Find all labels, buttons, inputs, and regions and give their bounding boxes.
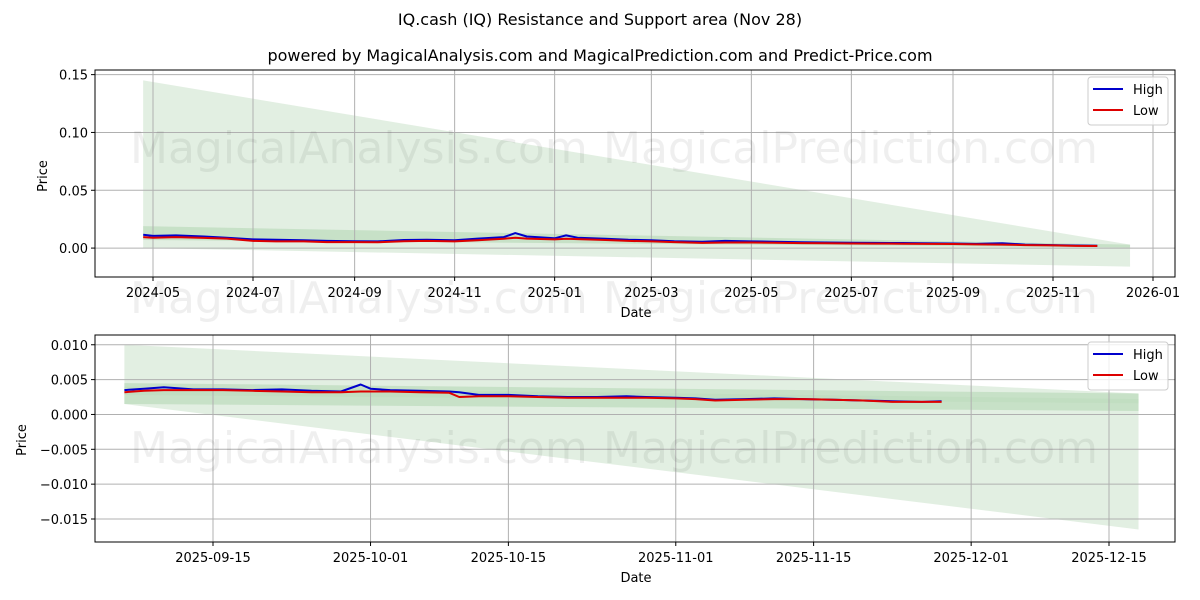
x-tick-label: 2025-09: [926, 286, 980, 301]
y-tick-label: 0.000: [51, 408, 88, 423]
watermark: MagicalAnalysis.com MagicalPrediction.co…: [130, 423, 1098, 474]
legend-high-label: High: [1133, 348, 1163, 363]
grid-lines: [95, 335, 1175, 542]
y-axis-label: Price: [36, 160, 51, 192]
watermark-prediction: MagicalPrediction.com: [603, 423, 1098, 474]
watermark-prediction-repeat: MagicalPrediction.com: [603, 273, 1098, 324]
x-tick-label: 2025-10-15: [471, 551, 547, 566]
y-tick-label: 0.010: [51, 339, 88, 354]
y-tick-label: 0.15: [59, 69, 88, 84]
x-tick-label: 2024-07: [226, 286, 280, 301]
x-tick-label: 2025-03: [624, 286, 678, 301]
x-tick-label: 2025-07: [824, 286, 878, 301]
outer-band: [143, 80, 1131, 267]
y-tick-label: 0.00: [59, 242, 88, 257]
x-tick-label: 2024-09: [327, 286, 381, 301]
top-price-chart: MagicalAnalysis.com MagicalPrediction.co…: [36, 69, 1180, 321]
x-axis-ticks: 2025-09-15 2025-10-01 2025-10-15 2025-11-01…: [175, 542, 1147, 566]
x-tick-label: 2024-05: [126, 286, 180, 301]
x-tick-label: 2024-11: [427, 286, 481, 301]
legend: High Low: [1087, 341, 1169, 391]
series-low-line: [124, 389, 942, 403]
watermark: MagicalAnalysis.com MagicalPrediction.co…: [130, 123, 1098, 174]
x-tick-label: 2025-01: [527, 286, 581, 301]
axes-frame: [94, 334, 1176, 543]
watermark-top-overflow: MagicalAnalysis.com MagicalPrediction.co…: [130, 273, 1098, 324]
legend: High Low: [1087, 76, 1169, 126]
x-tick-label: 2025-11-01: [638, 551, 714, 566]
chart-title: IQ.cash (IQ) Resistance and Support area…: [397, 10, 803, 29]
x-axis-label: Date: [620, 571, 651, 586]
legend-low-label: Low: [1133, 104, 1159, 119]
x-tick-label: 2025-12-01: [933, 551, 1009, 566]
x-axis-label: Date: [620, 306, 651, 321]
legend-low-label: Low: [1133, 369, 1159, 384]
price-lines: [124, 383, 942, 403]
y-axis-label: Price: [15, 424, 30, 456]
y-tick-label: −0.010: [40, 478, 88, 493]
price-lines: [143, 232, 1098, 247]
x-tick-label: 2025-11-15: [776, 551, 852, 566]
watermark-analysis-repeat: MagicalAnalysis.com: [130, 273, 588, 324]
y-axis-ticks: −0.015 −0.010 −0.005 0.000 0.005 0.010: [40, 339, 95, 528]
y-tick-label: 0.005: [51, 374, 88, 389]
x-tick-label: 2026-01: [1126, 286, 1180, 301]
legend-high-label: High: [1133, 83, 1163, 98]
bottom-price-chart: MagicalAnalysis.com MagicalPrediction.co…: [15, 273, 1176, 586]
watermark-analysis: MagicalAnalysis.com: [130, 423, 588, 474]
y-tick-label: 0.10: [59, 126, 88, 141]
x-tick-label: 2025-05: [724, 286, 778, 301]
chart-subtitle: powered by MagicalAnalysis.com and Magic…: [267, 46, 933, 65]
x-tick-label: 2025-10-01: [333, 551, 409, 566]
watermark-prediction: MagicalPrediction.com: [603, 123, 1098, 174]
y-tick-label: −0.005: [40, 443, 88, 458]
y-tick-label: 0.05: [59, 184, 88, 199]
watermark-analysis: MagicalAnalysis.com: [130, 123, 588, 174]
axes-frame: [94, 69, 1176, 278]
x-tick-label: 2025-11: [1026, 286, 1080, 301]
y-axis-ticks: 0.00 0.05 0.10 0.15: [59, 69, 95, 257]
x-axis-ticks: 2024-05 2024-07 2024-09 2024-11 2025-01 2025-…: [126, 277, 1180, 301]
y-tick-label: −0.015: [40, 513, 88, 528]
series-low-line: [143, 236, 1098, 247]
x-tick-label: 2025-09-15: [175, 551, 251, 566]
x-tick-label: 2025-12-15: [1071, 551, 1147, 566]
